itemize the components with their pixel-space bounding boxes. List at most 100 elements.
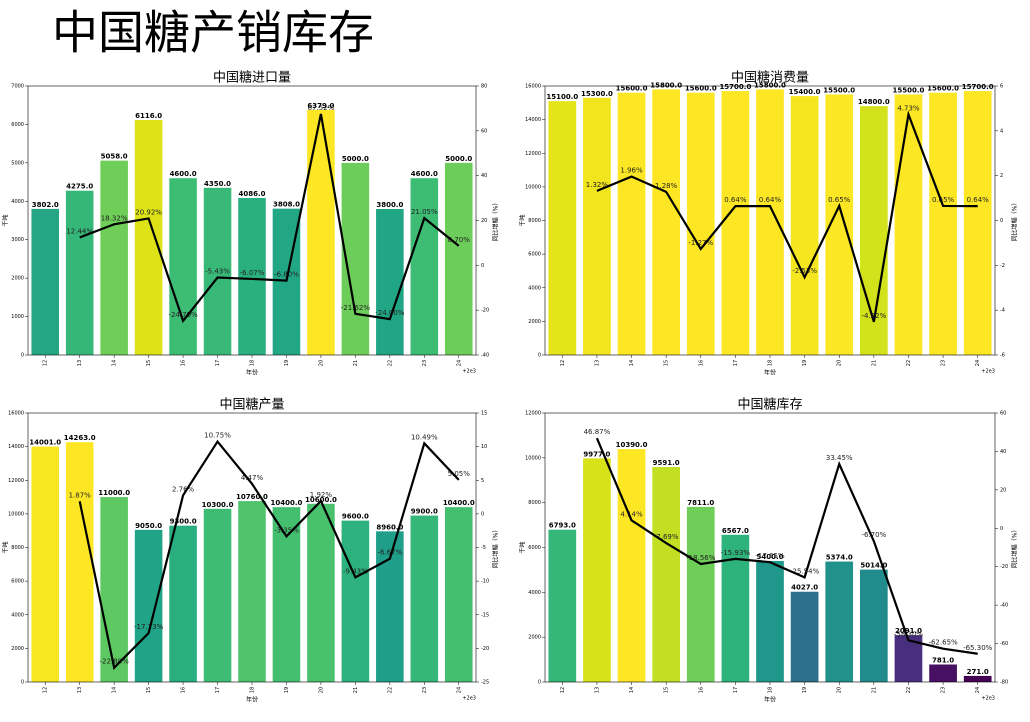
x-tick-label: 18 bbox=[250, 687, 256, 693]
y2-tick-label: 6 bbox=[1000, 84, 1003, 90]
x-tick-label: 21 bbox=[353, 687, 359, 693]
bar bbox=[548, 529, 577, 682]
y2-tick-label: 10 bbox=[481, 444, 487, 450]
y2-tick-label: -20 bbox=[481, 308, 489, 314]
line-label: 1.87% bbox=[69, 491, 92, 499]
y-axis-label: 千吨 bbox=[2, 214, 10, 226]
x-tick-label: 14 bbox=[629, 360, 635, 366]
line-label: -7.69% bbox=[654, 533, 679, 541]
bar-label: 11000.0 bbox=[98, 489, 130, 497]
line-label: 67.52% bbox=[308, 104, 335, 112]
bar bbox=[134, 119, 163, 355]
y2-tick-label: 15 bbox=[481, 411, 487, 417]
x-tick-label: 21 bbox=[871, 687, 877, 693]
y-tick-label: 0 bbox=[538, 353, 541, 359]
line-label: 4.14% bbox=[620, 510, 643, 518]
bar bbox=[790, 591, 819, 682]
bar-label: 4275.0 bbox=[66, 183, 93, 191]
bar bbox=[617, 449, 646, 682]
bar bbox=[756, 560, 784, 682]
bar-label: 15700.0 bbox=[962, 83, 994, 91]
line-label: -15.93% bbox=[721, 549, 751, 557]
x-tick-label: 17 bbox=[733, 687, 739, 693]
x-tick-label: 12 bbox=[43, 360, 49, 366]
bar-label: 15600.0 bbox=[927, 85, 959, 93]
x-tick-label: 21 bbox=[871, 360, 877, 366]
y2-tick-label: 4 bbox=[1000, 128, 1003, 134]
bar bbox=[963, 675, 992, 682]
bar-label: 10390.0 bbox=[616, 441, 648, 449]
y2-tick-label: -5 bbox=[481, 545, 486, 551]
x-tick-label: 16 bbox=[181, 687, 187, 693]
bar bbox=[65, 190, 94, 355]
y2-tick-label: -4 bbox=[1000, 308, 1005, 314]
bar-label: 4600.0 bbox=[411, 170, 438, 178]
x-tick-label: 17 bbox=[215, 687, 221, 693]
bar bbox=[134, 529, 163, 682]
bar-label: 15400.0 bbox=[789, 88, 821, 96]
bar bbox=[31, 446, 60, 682]
bar bbox=[307, 109, 335, 356]
y2-tick-label: 60 bbox=[1000, 411, 1006, 417]
x-tick-label: 15 bbox=[664, 687, 670, 693]
line bbox=[596, 110, 978, 323]
y-tick-label: 12000 bbox=[525, 151, 541, 157]
bar bbox=[169, 525, 197, 682]
bar bbox=[31, 208, 60, 355]
x-tick-label: 20 bbox=[837, 687, 843, 693]
x-tick-label: 19 bbox=[802, 687, 808, 693]
bar bbox=[376, 208, 404, 355]
line-label: 33.45% bbox=[826, 454, 853, 462]
bar-label: 15100.0 bbox=[546, 93, 578, 101]
bar-label: 2091.0 bbox=[895, 627, 922, 635]
plot-frame bbox=[27, 412, 477, 683]
y2-tick-label: 0 bbox=[1000, 218, 1003, 224]
line-label: 1.92% bbox=[310, 491, 333, 499]
bar-label: 7811.0 bbox=[687, 499, 714, 507]
x-offset-label: +2e3 bbox=[462, 696, 476, 702]
y-tick-label: 0 bbox=[21, 680, 24, 686]
x-offset-label: +2e3 bbox=[981, 696, 995, 702]
line-label: -21.62% bbox=[341, 304, 371, 312]
chart-title: 中国糖产量 bbox=[219, 397, 284, 413]
bar bbox=[341, 520, 370, 682]
bar bbox=[410, 515, 439, 682]
bar bbox=[583, 97, 611, 356]
line-label: -6.70% bbox=[861, 531, 886, 539]
bar-label: 5374.0 bbox=[826, 554, 853, 562]
y2-axis-label: 同比增幅（%） bbox=[492, 527, 500, 569]
plot-frame bbox=[27, 85, 477, 356]
y2-tick-label: 80 bbox=[481, 84, 487, 90]
bar bbox=[548, 101, 577, 355]
y2-tick-label: -20 bbox=[1000, 564, 1008, 570]
bar-label: 15600.0 bbox=[616, 85, 648, 93]
y2-tick-label: -15 bbox=[481, 612, 489, 618]
bar-label: 9050.0 bbox=[135, 522, 162, 530]
bar bbox=[583, 458, 611, 682]
x-axis-label: 年份 bbox=[246, 369, 258, 377]
line-label: 0.64% bbox=[759, 196, 782, 204]
x-tick-label: 13 bbox=[594, 360, 600, 366]
bar bbox=[652, 467, 680, 682]
bar-label: 781.0 bbox=[932, 656, 954, 664]
y-tick-label: 12000 bbox=[8, 478, 24, 484]
bar bbox=[100, 497, 128, 682]
y-tick-label: 10000 bbox=[8, 511, 24, 517]
plot-frame bbox=[544, 85, 996, 356]
y-tick-label: 7000 bbox=[11, 84, 24, 90]
y2-tick-label: 40 bbox=[1000, 449, 1006, 455]
line-label: -17.73% bbox=[134, 623, 164, 631]
y-tick-label: 16000 bbox=[525, 84, 541, 90]
line-label: 46.87% bbox=[584, 428, 611, 436]
line bbox=[595, 437, 978, 655]
line-label: -3.35% bbox=[274, 526, 299, 534]
y2-tick-label: -10 bbox=[481, 579, 489, 585]
bar-label: 5058.0 bbox=[101, 153, 128, 161]
line-label: -58.30% bbox=[894, 630, 924, 638]
x-tick-label: 17 bbox=[215, 360, 221, 366]
bar-label: 10300.0 bbox=[202, 501, 234, 509]
y-tick-label: 8000 bbox=[528, 500, 541, 506]
y-tick-label: 10000 bbox=[525, 455, 541, 461]
x-tick-label: 19 bbox=[802, 360, 808, 366]
x-tick-label: 22 bbox=[906, 687, 912, 693]
